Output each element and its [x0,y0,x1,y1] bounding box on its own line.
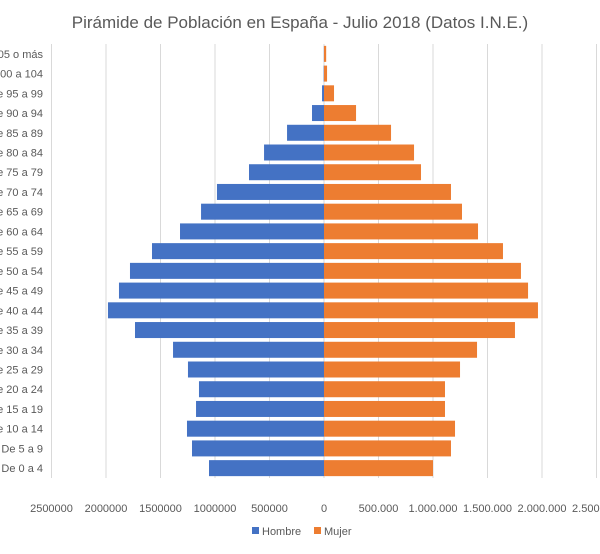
bar-mujer [324,262,521,279]
x-axis-labels: 2500000 2000000 1500000 1000000 500000 0 500.0… [30,503,600,515]
x-tick-label: 1500000 [139,503,182,515]
x-tick-label: 2500000 [30,503,73,515]
bar-hombre [129,262,324,279]
y-tick-label: De 45 a 49 [0,286,43,298]
bar-hombre [198,381,324,398]
bar-mujer [324,322,515,339]
bar-mujer [324,302,538,319]
bar-hombre [187,361,324,378]
bar-mujer [324,400,445,417]
y-tick-label: De 95 a 99 [0,88,43,100]
bar-hombre [209,460,324,477]
y-tick-label: De 90 a 94 [0,108,43,120]
y-tick-label: De 35 a 39 [0,325,43,337]
y-tick-label: De 65 a 69 [0,207,43,219]
bar-mujer [324,361,461,378]
bar-mujer [324,440,451,457]
bar-mujer [324,420,456,437]
bar-mujer [324,65,328,82]
bar-hombre [216,183,324,200]
bar-hombre [201,203,324,220]
x-tick-label: 0 [321,503,327,515]
y-tick-label: De 20 a 24 [0,384,43,396]
bar-hombre [287,124,324,141]
x-tick-label: 1.500.000 [463,503,512,515]
y-tick-label: De 0 a 4 [1,463,43,475]
y-axis-labels: De 0 a 4 De 5 a 9 De 10 a 14 De 15 a 19 De 2… [0,49,43,475]
x-tick-label: 500000 [251,503,288,515]
bar-mujer [324,144,415,161]
y-tick-label: De 75 a 79 [0,167,43,179]
bar-hombre [180,223,324,240]
x-tick-label: 1.000.000 [409,503,458,515]
bar-hombre [151,243,324,260]
legend: Hombre Mujer [252,526,352,538]
bar-hombre [312,105,324,122]
bar-mujer [324,124,392,141]
bar-hombre [173,341,324,358]
chart-title: Pirámide de Población en España - Julio … [72,13,528,32]
bar-mujer [324,105,357,122]
bar-hombre [264,144,324,161]
bar-hombre [322,85,324,102]
bar-mujer [324,223,479,240]
bar-mujer [324,341,478,358]
bar-mujer [324,45,327,62]
legend-swatch [314,527,321,534]
bar-mujer [324,183,451,200]
y-tick-label: De 15 a 19 [0,404,43,416]
bar-mujer [324,460,433,477]
bar-hombre [186,420,324,437]
y-tick-label: De 50 a 54 [0,266,43,278]
bar-hombre [107,302,324,319]
legend-label: Mujer [324,526,352,538]
bar-mujer [324,381,445,398]
x-tick-label: 500.000 [359,503,399,515]
y-tick-label: De 55 a 59 [0,246,43,258]
y-tick-label: De 85 a 89 [0,128,43,140]
y-tick-label: De 40 a 44 [0,305,43,317]
bar-hombre [196,400,324,417]
y-tick-label: De 100 a 104 [0,69,43,81]
y-tick-label: De 60 a 64 [0,226,43,238]
y-tick-label: De 5 a 9 [1,443,43,455]
bar-hombre [118,282,324,299]
x-tick-label: 2.000.000 [518,503,567,515]
x-tick-label: 2000000 [85,503,128,515]
bars [107,45,538,477]
y-tick-label: De 105 o más [0,49,43,61]
bar-mujer [324,85,335,102]
y-tick-label: De 70 a 74 [0,187,43,199]
bar-mujer [324,282,529,299]
bar-hombre [249,164,324,181]
legend-label: Hombre [262,526,301,538]
y-tick-label: De 10 a 14 [0,424,43,436]
bar-mujer [324,164,422,181]
y-tick-label: De 30 a 34 [0,345,43,357]
x-tick-label: 1000000 [194,503,237,515]
bar-hombre [134,322,324,339]
y-tick-label: De 25 a 29 [0,365,43,377]
legend-swatch [252,527,259,534]
bar-mujer [324,243,503,260]
y-tick-label: De 80 a 84 [0,148,43,160]
bar-hombre [192,440,324,457]
bar-mujer [324,203,462,220]
x-tick-label: 2.500.000 [572,503,600,515]
